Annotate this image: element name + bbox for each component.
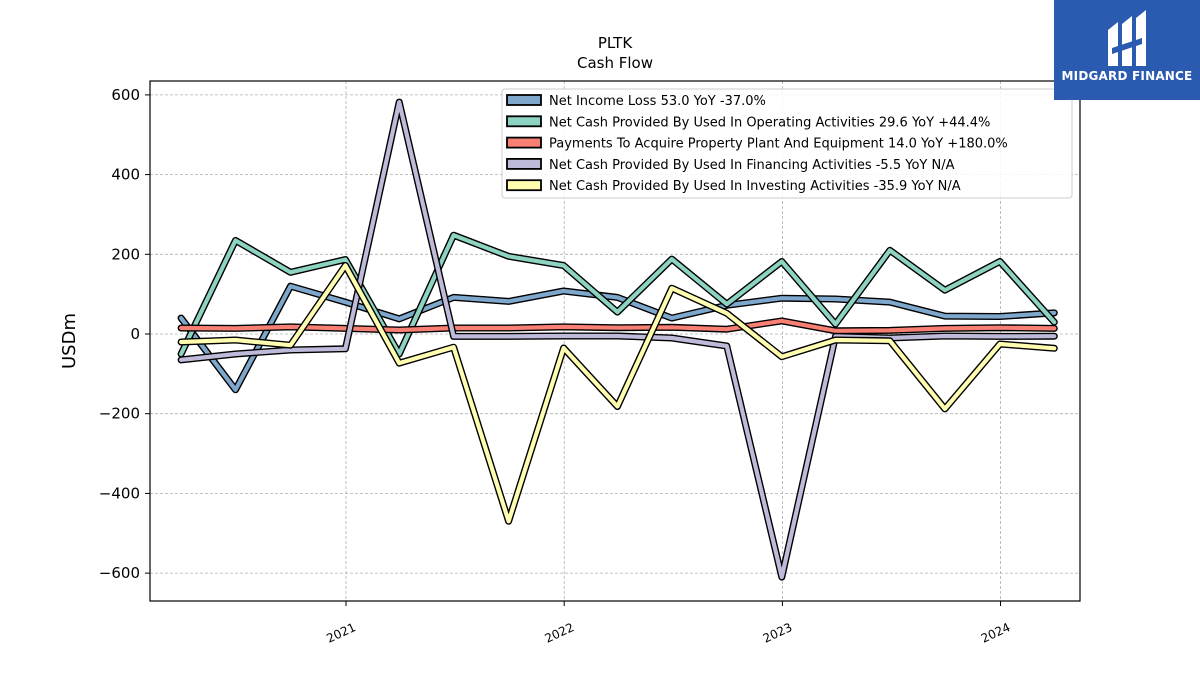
legend-swatch <box>506 179 542 192</box>
legend-box <box>501 88 1073 199</box>
chart-subtitle: Cash Flow <box>577 54 653 72</box>
y-tick-label: 400 <box>111 166 140 184</box>
brand-logo: MIDGARD FINANCE <box>1054 0 1200 100</box>
x-tick-label: 2021 <box>324 620 358 646</box>
legend-swatch <box>506 94 542 106</box>
y-axis: 600 400 200 0 −200 −400 −600 <box>99 86 150 582</box>
series-lines <box>177 98 1058 581</box>
series-line <box>179 318 1057 333</box>
x-tick-label: 2022 <box>543 620 577 646</box>
legend: Net Income Loss 53.0 YoY -37.0% Net Cash … <box>501 88 1073 199</box>
plot-frame <box>149 80 1081 602</box>
x-axis: 2021 2022 2023 2024 <box>324 601 1012 646</box>
legend-swatch <box>506 115 542 128</box>
x-tick-label: 2023 <box>761 620 795 646</box>
y-tick-label: −400 <box>99 484 140 502</box>
legend-label: Net Income Loss 53.0 YoY -37.0% <box>549 94 766 109</box>
chart-title: PLTK <box>598 34 633 52</box>
y-tick-label: 600 <box>111 86 140 104</box>
brand-name: MIDGARD FINANCE <box>1061 69 1193 83</box>
series-line <box>179 263 1057 524</box>
legend-swatch <box>506 136 542 149</box>
series-line <box>179 99 1057 580</box>
legend-label: Net Cash Provided By Used In Financing A… <box>549 158 955 173</box>
y-axis-label: USDm <box>59 313 80 369</box>
series-outline <box>177 262 1058 525</box>
legend-label: Payments To Acquire Property Plant And E… <box>549 137 1008 152</box>
legend-swatch <box>506 157 542 170</box>
y-tick-label: 200 <box>111 245 140 263</box>
legend-label: Net Cash Provided By Used In Investing A… <box>549 179 961 194</box>
y-tick-label: 0 <box>130 325 140 343</box>
y-tick-label: −200 <box>99 405 140 423</box>
midgard-logo-icon <box>1108 10 1146 66</box>
series-line <box>179 233 1057 357</box>
x-tick-label: 2024 <box>979 620 1013 646</box>
y-tick-label: −600 <box>99 564 140 582</box>
legend-label: Net Cash Provided By Used In Operating A… <box>549 115 990 130</box>
